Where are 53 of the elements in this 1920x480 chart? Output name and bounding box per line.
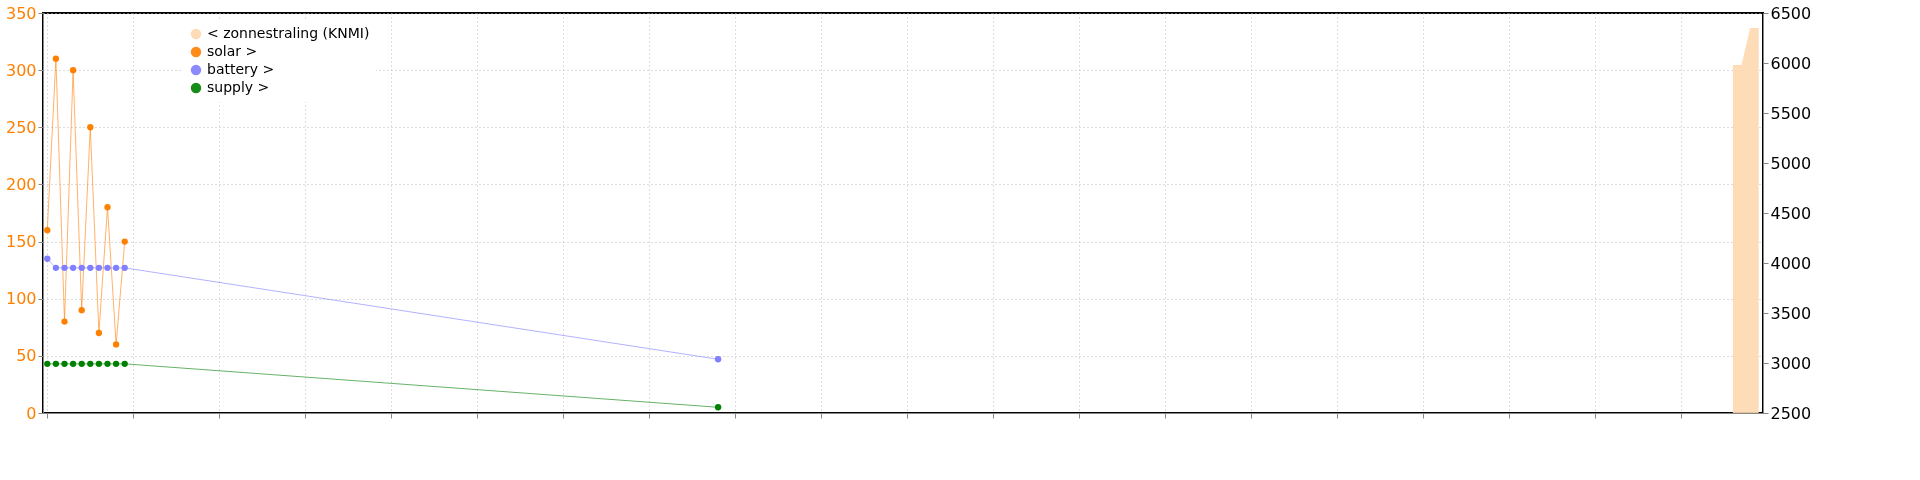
y-tick-label: 100 [5, 289, 37, 309]
point [44, 360, 51, 368]
y-tick-label: 150 [5, 232, 37, 252]
point [104, 204, 111, 211]
point [714, 404, 722, 411]
legend-label: supply > [207, 79, 270, 95]
point [52, 55, 60, 62]
point [95, 360, 103, 368]
point [61, 264, 68, 272]
point [78, 360, 85, 368]
y2-tick-label: 4000 [1770, 253, 1812, 273]
y2-tick-label: 6000 [1770, 53, 1812, 73]
legend-label: solar > [207, 43, 258, 59]
point [61, 360, 68, 368]
point [112, 341, 120, 348]
point [104, 264, 111, 272]
point [52, 360, 60, 368]
point [112, 264, 120, 272]
y-tick-label: 50 [16, 346, 37, 366]
point [112, 360, 120, 368]
y-tick-label: 350 [5, 3, 37, 23]
y-tick-label: 250 [5, 117, 37, 137]
legend-label: < zonnestraling (KNMI) [207, 25, 370, 41]
point [69, 66, 77, 74]
point [104, 360, 111, 368]
point [87, 264, 94, 272]
point [69, 264, 77, 272]
point [95, 329, 103, 337]
point [714, 356, 722, 363]
y2-tick-label: 3500 [1770, 303, 1812, 323]
point [78, 306, 85, 314]
point [95, 264, 103, 272]
y2-tick-label: 4500 [1770, 203, 1812, 223]
point [52, 264, 60, 272]
point [121, 264, 128, 272]
point [44, 226, 51, 234]
point [44, 255, 51, 262]
point [78, 264, 85, 272]
legend-label: battery > [207, 61, 275, 77]
y2-tick-label: 3000 [1770, 353, 1812, 373]
point [69, 360, 77, 368]
y2-tick-label: 6500 [1770, 3, 1812, 23]
point [61, 318, 68, 325]
y-tick-label: 0 [26, 403, 37, 423]
y2-tick-label: 5500 [1770, 103, 1812, 123]
point [121, 360, 128, 368]
point [87, 124, 94, 131]
y2-tick-label: 5000 [1770, 153, 1812, 173]
point [121, 238, 128, 245]
y-tick-label: 200 [5, 174, 37, 194]
y2-tick-label: 2500 [1770, 403, 1812, 423]
y-tick-label: 300 [5, 60, 37, 80]
point [87, 360, 94, 368]
